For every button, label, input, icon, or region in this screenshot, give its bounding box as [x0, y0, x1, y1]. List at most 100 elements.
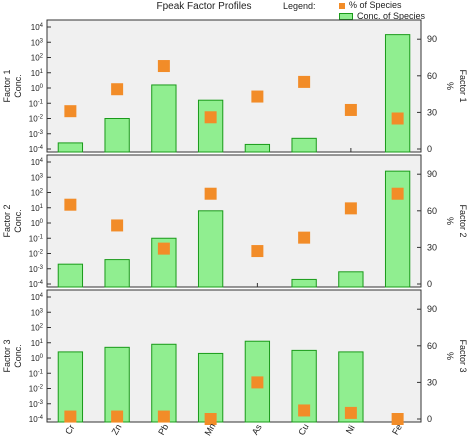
bar-as	[244, 143, 271, 153]
percent-marker-cr	[64, 410, 77, 423]
legend-conc-label: Conc. of Species	[357, 11, 426, 21]
left-tick-label: 101	[31, 339, 44, 348]
category-label-zn: Zn	[110, 422, 124, 436]
left-tick-label: 100	[31, 354, 44, 363]
category-label-cr: Cr	[63, 423, 76, 436]
left-tick-label: 10-1	[29, 99, 44, 108]
panel-2-left-label: Factor 2	[2, 204, 12, 237]
left-tick-label: 101	[31, 204, 44, 213]
percent-marker-pb	[157, 410, 170, 423]
bar-pb	[151, 84, 177, 153]
percent-marker-fe	[391, 187, 404, 200]
percent-marker-cr	[64, 105, 77, 118]
right-tick-label: 30	[427, 242, 437, 252]
right-tick-label: 90	[427, 34, 437, 44]
left-tick-label: 10-2	[29, 250, 44, 259]
percent-marker-fe	[391, 413, 404, 425]
panel-1-percent-unit: %	[445, 82, 455, 90]
bar-mn	[197, 99, 224, 153]
percent-marker-pb	[157, 242, 170, 255]
percent-marker-mn	[204, 111, 217, 124]
percent-marker-zn	[111, 83, 124, 96]
panel-1-left-label: Factor 1	[2, 69, 12, 102]
percent-marker-ni	[344, 406, 357, 419]
bar-cr	[57, 351, 84, 423]
category-label-ni: Ni	[344, 423, 357, 435]
bar-mn	[197, 210, 224, 288]
left-tick-label: 10-3	[29, 400, 44, 409]
panel-2-percent-unit: %	[445, 217, 455, 225]
left-tick-label: 102	[31, 189, 44, 198]
panel-3-left-label-unit: Conc.	[13, 344, 23, 368]
percent-marker-zn	[111, 219, 124, 232]
panel-2-right-label: Factor 2	[458, 204, 468, 237]
percent-marker-mn	[204, 187, 217, 200]
right-tick-label: 60	[427, 341, 437, 351]
chart-title: Fpeak Factor Profiles	[156, 1, 252, 12]
panel-3-frame	[46, 289, 422, 423]
panel-1-frame	[46, 19, 422, 153]
panel-2-frame	[46, 154, 422, 288]
panel-3-percent-unit: %	[445, 352, 455, 360]
left-tick-label: 104	[31, 158, 44, 167]
percent-marker-mn	[204, 413, 217, 425]
panel-3-right-label: Factor 3	[458, 339, 468, 372]
percent-marker-cu	[298, 75, 311, 88]
left-tick-label: 10-2	[29, 385, 44, 394]
bar-cu	[291, 137, 317, 153]
percent-marker-as	[251, 245, 264, 258]
left-tick-label: 100	[31, 219, 44, 228]
right-tick-label: 30	[427, 107, 437, 117]
left-tick-label: 104	[31, 293, 44, 302]
right-tick-label: 60	[427, 206, 437, 216]
bar-mn	[197, 352, 224, 423]
bar-zn	[104, 259, 130, 288]
left-tick-label: 10-3	[29, 265, 44, 274]
left-tick-label: 10-4	[29, 145, 44, 154]
legend-percent-label: % of Species	[349, 0, 402, 10]
category-label-as: As	[250, 422, 264, 437]
panel-2-left-label-unit: Conc.	[13, 209, 23, 233]
bar-cr	[57, 263, 84, 288]
right-tick-label: 60	[427, 71, 437, 81]
percent-marker-fe	[391, 112, 404, 125]
percent-marker-as	[251, 90, 264, 103]
left-tick-label: 100	[31, 84, 44, 93]
bar-zn	[104, 118, 130, 153]
category-label-pb: Pb	[156, 422, 170, 437]
percent-marker-as	[251, 376, 264, 389]
legend-title: Legend:	[283, 1, 316, 11]
left-tick-label: 10-2	[29, 115, 44, 124]
left-tick-label: 103	[31, 173, 44, 182]
left-tick-label: 10-1	[29, 234, 44, 243]
left-tick-label: 103	[31, 38, 44, 47]
right-tick-label: 90	[427, 304, 437, 314]
bar-zn	[104, 346, 130, 423]
percent-marker-pb	[157, 60, 170, 73]
panel-1-left-label-unit: Conc.	[13, 74, 23, 98]
category-label-fe: Fe	[390, 422, 404, 436]
percent-marker-cu	[298, 231, 311, 244]
panel-1-right-label: Factor 1	[458, 69, 468, 102]
legend-swatch-percent	[339, 2, 345, 9]
left-tick-label: 10-1	[29, 369, 44, 378]
legend-item-percent: % of Species	[339, 0, 402, 10]
percent-marker-ni	[344, 202, 357, 215]
left-tick-label: 10-4	[29, 415, 44, 424]
left-tick-label: 101	[31, 69, 44, 78]
bar-ni	[338, 271, 364, 288]
percent-marker-ni	[344, 103, 357, 116]
left-tick-label: 103	[31, 308, 44, 317]
right-tick-label: 0	[427, 279, 432, 289]
left-tick-label: 102	[31, 54, 44, 63]
bar-cu	[291, 278, 317, 288]
percent-marker-zn	[111, 410, 124, 423]
bar-fe	[384, 34, 411, 153]
category-label-cu: Cu	[296, 422, 310, 437]
left-tick-label: 10-4	[29, 280, 44, 289]
right-tick-label: 30	[427, 377, 437, 387]
bar-pb	[151, 237, 177, 288]
panel-3-left-label: Factor 3	[2, 339, 12, 372]
bar-pb	[151, 343, 177, 423]
